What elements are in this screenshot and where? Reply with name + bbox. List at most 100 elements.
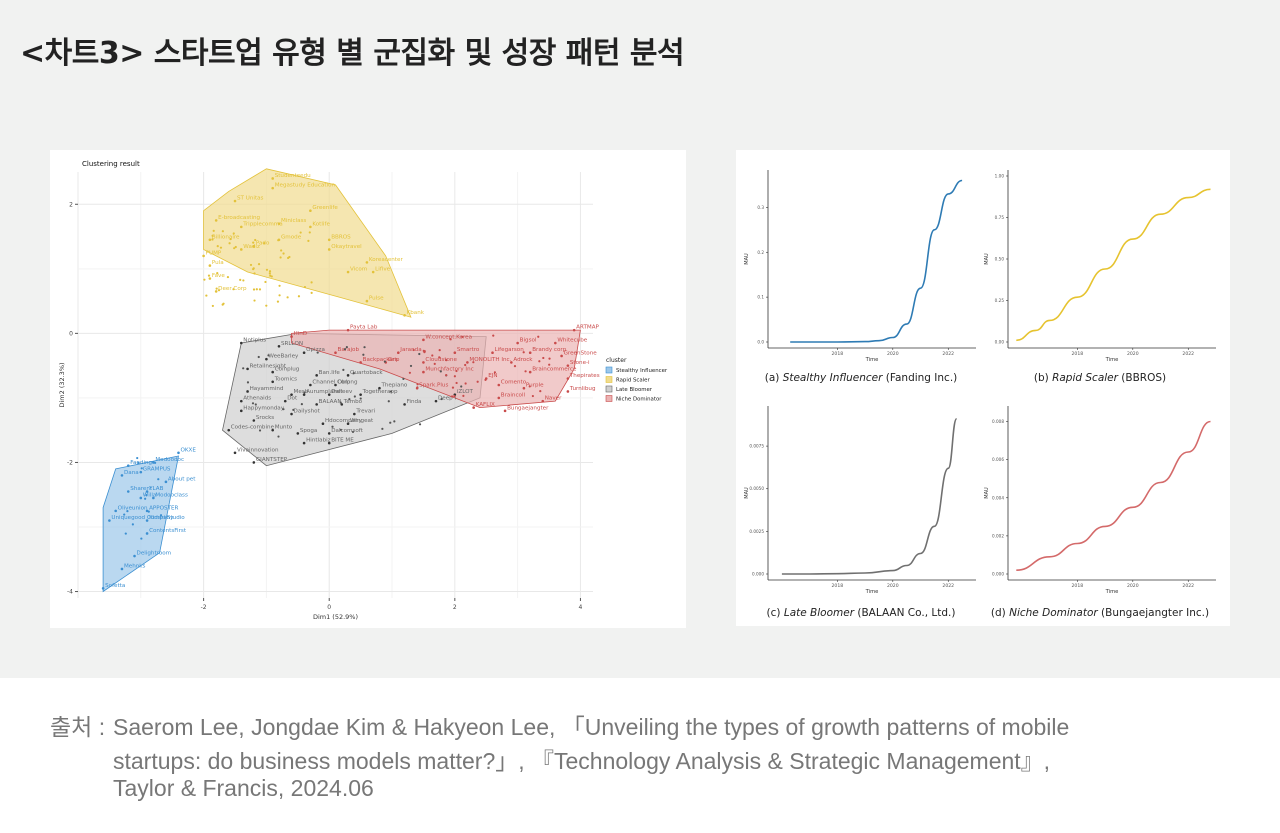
point-label-munto: Munto	[275, 425, 293, 431]
cluster-dot	[363, 346, 366, 349]
data-point-thepiano	[378, 386, 381, 390]
point-label-thepirates: Thepirates	[569, 373, 600, 379]
x-axis-label: Time	[1105, 589, 1119, 595]
cluster-dot	[433, 362, 436, 365]
legend-label-rapid-scaler: Rapid Scaler	[616, 378, 650, 384]
cluster-dot	[232, 288, 235, 291]
cluster-dot	[455, 369, 458, 373]
cluster-dot	[270, 275, 273, 278]
data-point-payta-lab	[346, 328, 350, 332]
cluster-dot	[147, 510, 150, 513]
cluster-dot	[124, 532, 127, 535]
cluster-dot	[252, 288, 256, 291]
cluster-dot	[307, 239, 310, 243]
cluster-dot	[221, 303, 224, 306]
cluster-dot	[242, 367, 245, 370]
data-point-dalleev	[327, 393, 331, 396]
cluster-dot	[131, 523, 134, 526]
point-label-billionaire: Billionaire	[212, 234, 240, 240]
cluster-dot	[263, 242, 266, 245]
cluster-dot	[359, 397, 362, 400]
data-point-dana	[120, 474, 124, 477]
point-label-athenaids: Athenaids	[243, 396, 271, 402]
data-point-oblong	[334, 383, 337, 387]
y-tick-label: 1.00	[995, 174, 1005, 179]
cluster-dot	[207, 274, 211, 277]
caption-type: Niche Dominator	[1009, 607, 1098, 619]
data-point-koreacenter	[365, 261, 369, 264]
point-label-grip: Grip	[388, 357, 400, 363]
data-point-monolith-inc	[466, 361, 469, 364]
cluster-dot	[144, 497, 147, 500]
data-point-ban-life	[315, 374, 318, 377]
cluster-dot	[242, 279, 245, 282]
series-line	[781, 418, 958, 575]
cluster-dot	[345, 346, 348, 349]
point-label-e-broadcasting: E-broadcasting	[218, 215, 260, 221]
point-label-retailnesight: Retailnesight	[250, 363, 287, 369]
y-axis-label: MAU	[744, 487, 750, 499]
data-point-contentsfirst	[145, 532, 149, 535]
data-point-braincoll	[497, 396, 501, 400]
cluster-dot	[233, 247, 236, 250]
cluster-dot	[292, 408, 295, 411]
data-point-vicom	[346, 270, 350, 274]
cluster-dot	[255, 288, 258, 291]
cluster-dot	[416, 383, 419, 386]
point-label-sofetta: Sofetta	[105, 583, 125, 589]
data-point-tembo	[340, 403, 344, 406]
data-point-toomics	[271, 380, 274, 384]
point-label-togetherapp: Togetherapp	[362, 389, 398, 395]
data-point-braincommerce	[528, 370, 532, 374]
cluster-dot	[246, 381, 250, 384]
cluster-dot	[455, 381, 458, 385]
y-tick-label: 0.000	[752, 572, 764, 577]
cluster-dot	[453, 395, 456, 398]
cluster-dot	[277, 435, 280, 438]
cluster-dot	[253, 299, 256, 302]
x-tick-label: -2	[201, 604, 207, 611]
source-citation: 출처 : Saerom Lee, Jongdae Kim & Hakyeon L…	[0, 678, 1280, 833]
data-point-kbank	[403, 313, 406, 317]
cluster-dot	[300, 403, 303, 406]
cluster-dot	[381, 427, 384, 430]
y-tick-label: 0.004	[992, 495, 1004, 500]
cluster-dot	[287, 256, 290, 260]
data-point-naver	[541, 399, 545, 403]
data-point-munchfactory-inc	[422, 370, 425, 374]
cluster-dot	[123, 513, 126, 516]
cluster-dot	[232, 232, 235, 235]
x-axis-label: Time	[865, 589, 879, 595]
cluster-dot	[476, 380, 479, 383]
growth-chart-stealthy-influencer: 0.0 0.1 0.2 0.3 2018 2020 2022 Time MAU (a) Steal…	[744, 170, 976, 384]
data-point-hayammind	[246, 390, 249, 393]
point-label-coinplug: Coinplug	[275, 367, 300, 373]
point-label-studenteedu: Studenteedu	[275, 173, 311, 179]
cluster-dot	[387, 400, 390, 403]
point-label-kotlife: Kotlife	[312, 221, 330, 227]
x-axis-label: Time	[865, 357, 879, 363]
cluster-dot	[492, 334, 495, 337]
x-tick-label: 2022	[1182, 583, 1194, 589]
cluster-dot	[343, 348, 347, 351]
cluster-dot	[464, 382, 467, 385]
cluster-dot	[154, 461, 157, 464]
x-tick-label: 2022	[1182, 351, 1194, 357]
cluster-dot	[253, 272, 256, 275]
chart-caption: (d) Niche Dominator (Bungaejangter Inc.)	[991, 607, 1209, 619]
cluster-dot	[464, 363, 467, 367]
data-point-megastudy-education	[271, 186, 274, 190]
legend-label-stealthy-influencer: Stealthy Influencer	[616, 368, 668, 374]
y-tick-label: 0.0050	[749, 486, 764, 491]
point-label-bungaejangter: Bungaejangter	[507, 405, 549, 411]
cluster-dot	[409, 364, 413, 368]
data-point-kidari-studio	[145, 519, 149, 522]
caption-type: Rapid Scaler	[1052, 372, 1119, 384]
data-point-cloudstone	[422, 361, 425, 364]
cluster-dot	[389, 421, 392, 424]
point-label-fave: Fave	[212, 273, 225, 279]
cluster-dot	[342, 368, 345, 371]
y-tick-label: 0.00	[995, 340, 1005, 345]
y-axis-label: MAU	[744, 253, 750, 265]
x-axis-label: Time	[1105, 357, 1119, 363]
